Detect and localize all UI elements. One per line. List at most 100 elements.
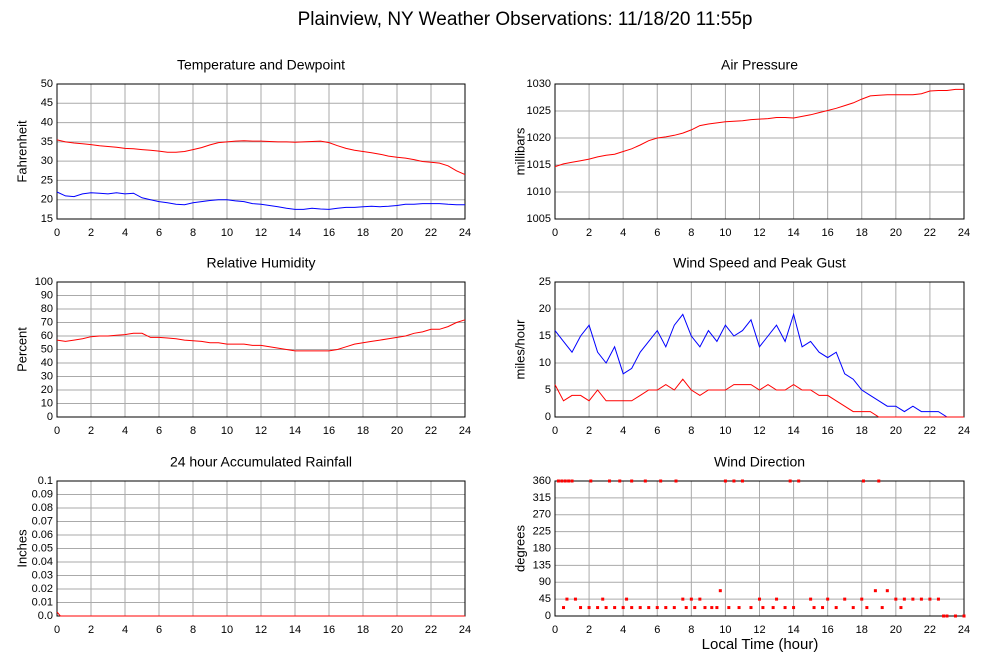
x-tick-label: 20	[391, 425, 403, 437]
y-tick-label: 0.07	[32, 515, 53, 527]
x-tick-label: 4	[122, 624, 128, 636]
x-tick-label: 12	[255, 227, 267, 239]
data-point	[894, 597, 898, 601]
y-tick-label: 20	[41, 384, 53, 396]
x-tick-label: 16	[323, 227, 335, 239]
y-tick-label: 30	[41, 370, 53, 382]
data-point	[681, 597, 685, 601]
data-point	[567, 479, 571, 483]
y-tick-label: 100	[35, 276, 53, 288]
data-point	[659, 479, 663, 483]
y-tick-label: 70	[41, 316, 53, 328]
data-point	[608, 479, 612, 483]
x-tick-label: 16	[822, 425, 834, 437]
y-tick-label: 1015	[527, 159, 551, 171]
x-tick-label: 10	[221, 425, 233, 437]
y-tick-label: 315	[533, 492, 551, 504]
y-tick-label: 0.01	[32, 596, 53, 608]
data-point	[792, 606, 796, 610]
data-point	[834, 606, 838, 610]
x-tick-label: 24	[958, 425, 970, 437]
data-point	[587, 606, 591, 610]
x-tick-label: 22	[425, 425, 437, 437]
chart-title: Relative Humidity	[207, 255, 316, 271]
data-point	[783, 606, 787, 610]
x-tick-label: 18	[357, 425, 369, 437]
page-title: Plainview, NY Weather Observations: 11/1…	[298, 9, 753, 30]
data-point	[621, 606, 625, 610]
x-tick-label: 2	[88, 425, 94, 437]
y-tick-label: 135	[533, 559, 551, 571]
data-point	[638, 606, 642, 610]
data-point	[693, 606, 697, 610]
y-tick-label: 0.0	[38, 610, 53, 622]
y-tick-label: 10	[539, 357, 551, 369]
x-tick-label: 12	[753, 227, 765, 239]
y-axis-label: Percent	[14, 327, 29, 372]
x-tick-label: 16	[323, 624, 335, 636]
data-point	[771, 606, 775, 610]
y-tick-label: 0.1	[38, 475, 53, 487]
x-tick-label: 16	[323, 425, 335, 437]
x-tick-label: 2	[586, 624, 592, 636]
data-point	[604, 606, 608, 610]
data-line	[56, 191, 465, 210]
data-point	[596, 606, 600, 610]
x-tick-label: 20	[890, 227, 902, 239]
chart-title: Wind Speed and Peak Gust	[673, 255, 846, 271]
plot-frame	[554, 480, 965, 617]
data-line	[56, 611, 465, 617]
y-axis-label: miles/hour	[512, 319, 527, 380]
y-tick-label: 15	[539, 330, 551, 342]
data-line	[554, 378, 964, 418]
y-tick-label: 40	[41, 116, 53, 128]
y-tick-label: 0.06	[32, 529, 53, 541]
x-tick-label: 8	[190, 624, 196, 636]
x-tick-label: 2	[88, 227, 94, 239]
x-tick-label: 10	[719, 425, 731, 437]
data-point	[902, 597, 906, 601]
x-tick-label: 14	[289, 624, 301, 636]
y-tick-label: 45	[41, 97, 53, 109]
x-tick-label: 6	[654, 227, 660, 239]
data-point	[556, 479, 560, 483]
data-point	[919, 597, 923, 601]
y-axis-label: millibars	[512, 127, 527, 175]
x-tick-label: 24	[958, 227, 970, 239]
plot-frame	[56, 83, 466, 220]
y-tick-label: 0	[545, 411, 551, 423]
plot-frame	[554, 83, 965, 220]
x-tick-label: 2	[586, 227, 592, 239]
y-tick-label: 25	[41, 174, 53, 186]
y-tick-label: 180	[533, 542, 551, 554]
data-point	[962, 614, 966, 618]
x-tick-label: 22	[924, 425, 936, 437]
x-tick-label: 18	[856, 624, 868, 636]
x-tick-label: 2	[586, 425, 592, 437]
chart-title: Temperature and Dewpoint	[177, 57, 345, 73]
data-point	[812, 606, 816, 610]
y-tick-label: 1005	[527, 213, 551, 225]
data-point	[865, 606, 869, 610]
x-tick-label: 8	[190, 425, 196, 437]
y-tick-label: 90	[41, 289, 53, 301]
data-point	[899, 606, 903, 610]
data-point	[601, 597, 605, 601]
data-point	[732, 479, 736, 483]
data-point	[613, 606, 617, 610]
data-point	[740, 479, 744, 483]
y-tick-label: 20	[539, 303, 551, 315]
data-point	[664, 606, 668, 610]
x-tick-label: 6	[156, 425, 162, 437]
data-point	[797, 479, 801, 483]
data-point	[727, 606, 731, 610]
y-axis-label: Inches	[14, 529, 29, 568]
y-axis-label: degrees	[512, 525, 527, 572]
x-tick-label: 22	[924, 624, 936, 636]
data-point	[647, 606, 651, 610]
data-point	[718, 589, 722, 593]
x-tick-label: 22	[425, 227, 437, 239]
x-tick-label: 6	[654, 425, 660, 437]
data-point	[684, 606, 688, 610]
